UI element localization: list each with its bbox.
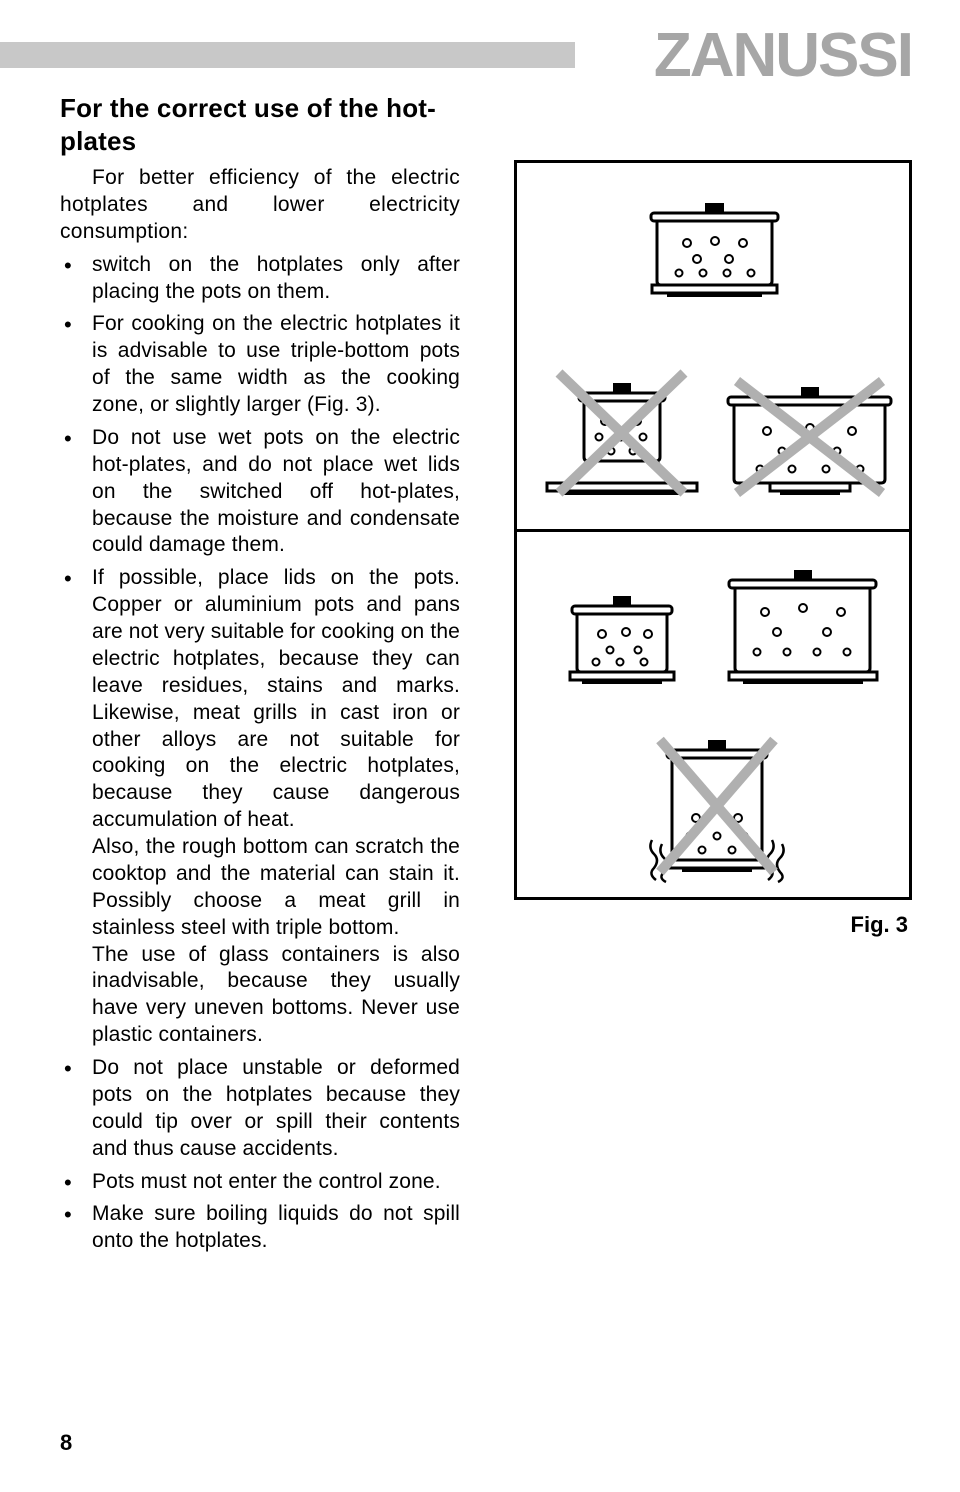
bullet-list: switch on the hotplates only after placi… [60, 252, 460, 1256]
figure-caption: Fig. 3 [514, 912, 912, 938]
brand-logo: ZANUSSI [654, 20, 912, 91]
section-heading: For the correct use of the hot-plates [60, 92, 460, 157]
list-item: If possible, place lids on the pots. Cop… [60, 565, 460, 1049]
pot-tall-icon [642, 722, 792, 887]
list-item: Do not use wet pots on the electric hot-… [60, 425, 460, 559]
list-item: Do not place unstable or deformed pots o… [60, 1055, 460, 1163]
intro-paragraph: For better efficiency of the electric ho… [60, 165, 460, 246]
figure-top-panel [517, 163, 909, 532]
list-item: For cooking on the electric hotplates it… [60, 311, 460, 419]
pot-small-ok-icon [552, 572, 692, 692]
pot-large-ok-icon [715, 550, 890, 695]
figure-bottom-panel [517, 532, 909, 898]
list-item: Make sure boiling liquids do not spill o… [60, 1201, 460, 1255]
list-item: switch on the hotplates only after placi… [60, 252, 460, 306]
page-number: 8 [60, 1430, 72, 1456]
pot-small-icon [539, 353, 704, 508]
pot-wide-icon [722, 363, 897, 508]
text-column: For the correct use of the hot-plates Fo… [60, 92, 460, 1261]
list-item: Pots must not enter the control zone. [60, 1169, 460, 1196]
pot-correct-icon [637, 181, 792, 301]
header-bar [0, 42, 575, 68]
figure-3: Fig. 3 [514, 160, 912, 938]
figure-frame [514, 160, 912, 900]
